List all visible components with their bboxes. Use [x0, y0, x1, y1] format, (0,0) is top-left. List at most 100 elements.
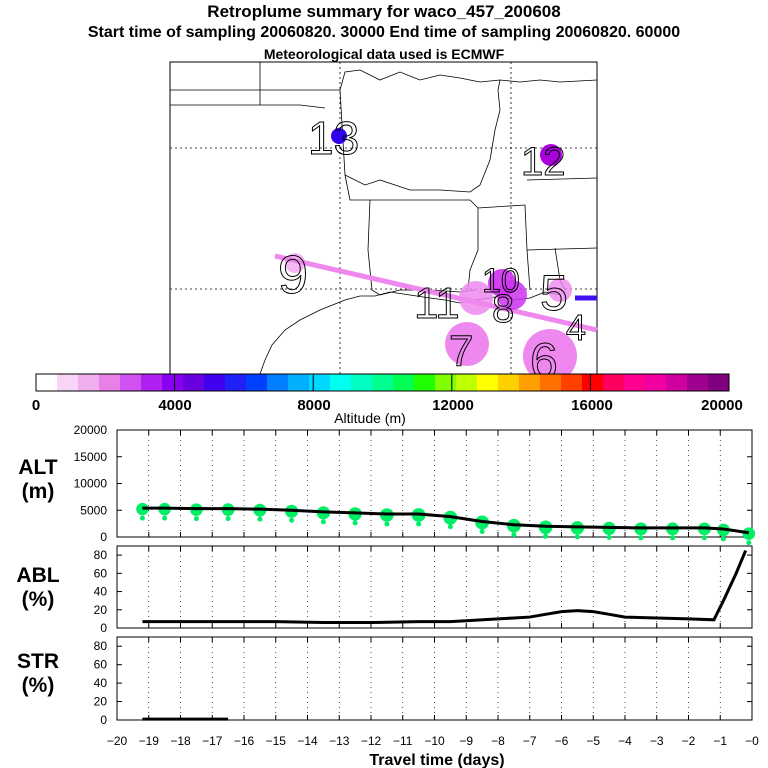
y-tick-label: 80 [94, 639, 108, 653]
alt-panel-label: ALT (m) [18, 456, 58, 503]
colorbar-swatch [309, 374, 331, 391]
colorbar-swatch [351, 374, 373, 391]
y-tick-label: 5000 [80, 503, 107, 517]
x-tick-label: −8 [491, 734, 505, 748]
colorbar-tick: 0 [32, 397, 40, 414]
x-tick-label: −16 [234, 734, 255, 748]
colorbar-swatch [330, 374, 352, 391]
x-tick-label: −10 [424, 734, 445, 748]
alt-marker-small [320, 519, 326, 525]
alt-panel: 20000 15000 10000 5000 0 [74, 423, 756, 546]
alt-marker-small [162, 515, 168, 521]
alt-marker-small [352, 520, 358, 526]
colorbar-swatch [519, 374, 541, 391]
plume-label: 8 [492, 287, 514, 331]
plume-label: 4 [566, 307, 586, 348]
alt-marker-small [225, 516, 231, 522]
plume-label: 11 [414, 279, 460, 328]
x-axis: −20 −19 −18 −17 −16 −15 −14 −13 −12 −11 −10 −9 −8 −7 −… [107, 734, 759, 768]
alt-marker-small [193, 516, 199, 522]
colorbar-swatch [498, 374, 520, 391]
alt-marker-small [574, 534, 580, 540]
plume-label: 12 [521, 140, 566, 184]
colorbar-swatch [561, 374, 583, 391]
colorbar-swatch [687, 374, 709, 391]
alt-series-line [142, 506, 750, 535]
x-tick-label: −2 [682, 734, 696, 748]
y-tick-label: 0 [100, 530, 107, 544]
plume-dot [523, 329, 577, 383]
plume-label: 7 [449, 327, 473, 376]
colorbar-swatch [624, 374, 646, 391]
y-tick-label: 60 [94, 658, 108, 672]
alt-marker-small [638, 535, 644, 541]
y-tick-label: 20000 [74, 423, 108, 437]
colorbar-swatch [225, 374, 247, 391]
x-tick-label: −3 [650, 734, 664, 748]
alt-marker-small [543, 533, 549, 539]
x-tick-label: −13 [329, 734, 350, 748]
plume-label: 9 [278, 245, 308, 305]
alt-marker [742, 527, 756, 541]
colorbar-swatch [666, 374, 688, 391]
alt-marker-small [606, 534, 612, 540]
colorbar-swatch [204, 374, 226, 391]
colorbar-swatch [36, 374, 58, 391]
y-tick-label: 60 [94, 566, 108, 580]
x-tick-label: −1 [713, 734, 727, 748]
str-panel-label: STR (%) [17, 650, 59, 697]
colorbar-swatch [288, 374, 310, 391]
trajectory-line [274, 253, 598, 333]
x-tick-label: −20 [107, 734, 128, 748]
alt-marker-small [447, 524, 453, 530]
sampling-times: Start time of sampling 20060820. 30000 E… [87, 24, 681, 41]
colorbar-swatch [162, 374, 184, 391]
alt-marker-small [670, 535, 676, 541]
colorbar-tick: 4000 [158, 397, 191, 414]
x-tick-label: −0 [745, 734, 759, 748]
alt-marker-small [384, 521, 390, 527]
colorbar-title: Altitude (m) [334, 410, 406, 426]
alt-marker-small [416, 521, 422, 527]
alt-marker-small [479, 528, 485, 534]
colorbar-swatch [393, 374, 415, 391]
y-tick-label: 10000 [74, 477, 108, 491]
colorbar-swatch [414, 374, 436, 391]
alt-marker-small [720, 536, 726, 542]
colorbar-swatch [456, 374, 478, 391]
plume-dot [548, 278, 572, 302]
y-tick-label: 80 [94, 548, 108, 562]
colorbar-swatch [267, 374, 289, 391]
x-tick-label: −5 [586, 734, 600, 748]
x-tick-label: −19 [139, 734, 160, 748]
altitude-colorbar [35, 373, 730, 392]
abl-series-line [142, 549, 748, 625]
x-tick-label: −4 [618, 734, 632, 748]
x-tick-label: −18 [170, 734, 191, 748]
colorbar-tick: 20000 [701, 397, 743, 414]
colorbar-swatch [99, 374, 121, 391]
colorbar-swatch [645, 374, 667, 391]
map-frame [169, 61, 598, 375]
colorbar-swatch [540, 374, 562, 391]
y-tick-label: 20 [94, 695, 108, 709]
x-tick-label: −6 [555, 734, 569, 748]
plume-label: 5 [540, 265, 568, 321]
y-tick-label: 40 [94, 585, 108, 599]
colorbar-swatch [78, 374, 100, 391]
str-panel-frame [116, 636, 753, 721]
str-panel: 80 60 40 20 0 [94, 636, 753, 727]
colorbar-swatch [603, 374, 625, 391]
colorbar-swatch [141, 374, 163, 391]
colorbar-swatch [435, 374, 457, 391]
x-tick-label: −11 [393, 734, 413, 748]
x-tick-label: −14 [297, 734, 318, 748]
colorbar-swatch [183, 374, 205, 391]
alt-marker-small [257, 516, 263, 522]
plume-label: 13 [308, 112, 359, 164]
state-borders [170, 62, 598, 296]
plume-dot [331, 128, 347, 144]
colorbar-swatch [582, 374, 604, 391]
abl-panel: 80 60 40 20 0 [94, 545, 753, 635]
y-tick-label: 0 [100, 713, 107, 727]
